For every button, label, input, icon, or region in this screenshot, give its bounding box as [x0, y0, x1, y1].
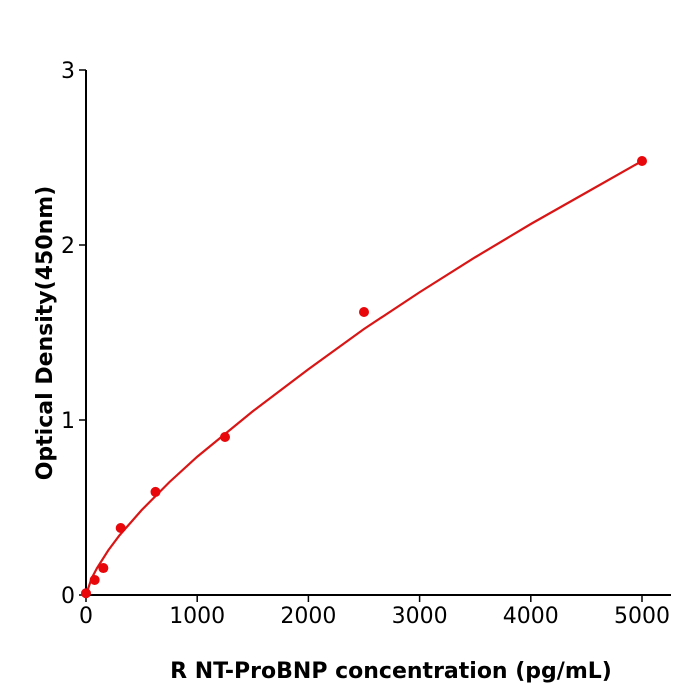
- x-tick-label: 4000: [503, 604, 559, 629]
- data-point: [359, 307, 369, 318]
- data-point: [81, 588, 91, 599]
- data-point: [98, 563, 109, 574]
- y-tick-label: 0: [61, 584, 75, 609]
- x-tick-label: 0: [79, 604, 93, 629]
- x-axis-label: R NT-ProBNP concentration (pg/mL): [170, 659, 612, 684]
- axes: [85, 70, 671, 596]
- data-point: [637, 156, 647, 166]
- y-tick-label: 1: [61, 409, 75, 434]
- x-tick-label: 2000: [280, 604, 336, 629]
- data-point: [220, 431, 230, 442]
- data-point: [115, 522, 126, 533]
- data-point: [150, 486, 161, 497]
- x-tick-label: 1000: [169, 604, 225, 629]
- x-tick-label: 5000: [614, 604, 670, 629]
- data-point: [89, 574, 100, 585]
- y-tick-label: 2: [61, 234, 75, 259]
- y-tick-label: 3: [61, 59, 75, 84]
- y-axis-label: Optical Density(450nm): [33, 186, 58, 481]
- fit-curve: [84, 160, 643, 596]
- x-tick-label: 3000: [392, 604, 448, 629]
